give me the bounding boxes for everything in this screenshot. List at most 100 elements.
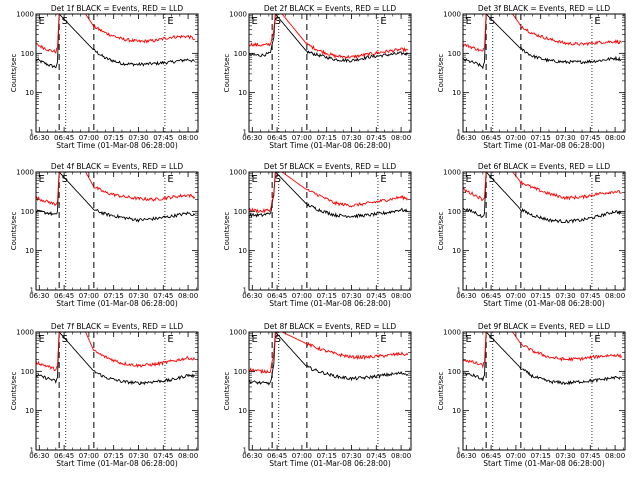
x-tick-label: 07:45 (366, 134, 386, 142)
y-tick-label: 1 (457, 287, 461, 295)
y-tick-label: 1000 (229, 169, 247, 177)
x-tick-label: 07:15 (317, 134, 337, 142)
x-tick-label: 07:45 (366, 292, 386, 300)
x-tick-label: 07:45 (580, 292, 600, 300)
series-line-events (36, 332, 196, 386)
x-tick-label: 08:00 (178, 134, 198, 142)
interval-marker-label: E (167, 16, 173, 27)
series-line-lld (249, 172, 409, 214)
chart-title: Det 7f BLACK = Events, RED = LLD (51, 322, 184, 331)
x-tick-label: 07:15 (531, 292, 551, 300)
x-tick-label: 06:45 (481, 452, 501, 460)
series-line-lld (249, 14, 409, 60)
y-tick-label: 10 (25, 247, 34, 255)
plot-frame (462, 331, 626, 451)
y-axis-label: Counts/sec (437, 212, 445, 251)
plot-frame (248, 331, 412, 451)
y-tick-label: 1 (30, 287, 34, 295)
series-line-events (36, 14, 196, 69)
x-tick-label: 06:30 (456, 134, 476, 142)
x-tick-label: 07:00 (506, 292, 526, 300)
x-tick-label: 07:45 (366, 452, 386, 460)
series-line-events (249, 172, 408, 219)
interval-marker-label: S (62, 174, 68, 185)
series-line-events (249, 332, 409, 386)
x-tick-label: 07:30 (555, 452, 575, 460)
chart-title: Det 5f BLACK = Events, RED = LLD (264, 162, 397, 171)
x-tick-label: 07:00 (506, 134, 526, 142)
chart-panel-7: Det 7f BLACK = Events, RED = LLD E S E 1 10 10… (10, 322, 199, 468)
interval-marker-label: E (380, 334, 386, 345)
x-tick-label: 06:45 (481, 292, 501, 300)
y-tick-label: 100 (234, 368, 247, 376)
y-tick-label: 1000 (229, 329, 247, 337)
x-tick-label: 07:00 (79, 134, 99, 142)
chart-title: Det 3f BLACK = Events, RED = LLD (478, 4, 611, 13)
y-tick-label: 1 (457, 129, 461, 137)
interval-marker-label: S (62, 334, 68, 345)
y-tick-label: 10 (25, 407, 34, 415)
chart-panel-6: Det 6f BLACK = Events, RED = LLD E S E 1 10 10… (437, 162, 626, 308)
x-tick-label: 07:15 (317, 292, 337, 300)
x-axis-label: Start Time (01-Mar-08 06:28:00) (269, 299, 391, 308)
y-axis-label: Counts/sec (10, 54, 18, 93)
plot-frame (248, 171, 412, 291)
chart-title: Det 4f BLACK = Events, RED = LLD (51, 162, 184, 171)
interval-marker-label: E (380, 174, 386, 185)
plot-frame (35, 13, 199, 133)
y-axis-label: Counts/sec (437, 372, 445, 411)
x-tick-label: 06:45 (54, 292, 74, 300)
x-tick-label: 07:45 (153, 134, 173, 142)
x-tick-label: 07:30 (341, 452, 361, 460)
y-tick-label: 100 (234, 208, 247, 216)
series-line-lld (36, 172, 196, 207)
interval-marker-label: E (594, 174, 600, 185)
y-tick-label: 10 (238, 407, 247, 415)
series-line-lld (36, 332, 196, 372)
x-tick-label: 06:30 (29, 292, 49, 300)
interval-marker-label: E (38, 16, 44, 27)
x-axis-label: Start Time (01-Mar-08 06:28:00) (56, 299, 178, 308)
y-tick-label: 1000 (16, 11, 34, 19)
y-axis-label: Counts/sec (10, 212, 18, 251)
series-line-events (463, 14, 622, 70)
y-tick-label: 1000 (443, 169, 461, 177)
series-line-lld (249, 332, 409, 375)
x-tick-label: 06:30 (242, 134, 262, 142)
y-tick-label: 100 (21, 208, 34, 216)
y-tick-label: 1 (30, 129, 34, 137)
x-tick-label: 06:45 (267, 292, 287, 300)
x-tick-label: 06:45 (54, 134, 74, 142)
chart-title: Det 9f BLACK = Events, RED = LLD (478, 322, 611, 331)
x-tick-label: 08:00 (178, 452, 198, 460)
x-tick-label: 07:45 (153, 292, 173, 300)
series-line-events (463, 172, 622, 224)
y-tick-label: 1000 (16, 329, 34, 337)
x-tick-label: 08:00 (605, 134, 625, 142)
series-line-lld (463, 14, 622, 52)
x-tick-label: 07:30 (128, 452, 148, 460)
y-tick-label: 1000 (16, 169, 34, 177)
y-tick-label: 10 (452, 407, 461, 415)
x-tick-label: 07:00 (79, 292, 99, 300)
x-tick-label: 06:30 (29, 134, 49, 142)
y-tick-label: 1 (243, 447, 247, 455)
y-tick-label: 1 (30, 447, 34, 455)
plot-frame (462, 13, 626, 133)
y-tick-label: 100 (448, 368, 461, 376)
x-tick-label: 07:15 (317, 452, 337, 460)
y-tick-label: 1000 (229, 11, 247, 19)
series-line-lld (463, 172, 622, 202)
interval-marker-label: E (594, 16, 600, 27)
interval-marker-label: E (465, 174, 471, 185)
interval-marker-label: E (38, 174, 44, 185)
plot-frame (35, 171, 199, 291)
x-axis-label: Start Time (01-Mar-08 06:28:00) (269, 459, 391, 468)
x-tick-label: 08:00 (391, 452, 411, 460)
x-axis-label: Start Time (01-Mar-08 06:28:00) (56, 141, 178, 150)
interval-marker-label: E (465, 334, 471, 345)
y-tick-label: 100 (448, 208, 461, 216)
x-tick-label: 07:00 (79, 452, 99, 460)
x-tick-label: 06:30 (242, 452, 262, 460)
